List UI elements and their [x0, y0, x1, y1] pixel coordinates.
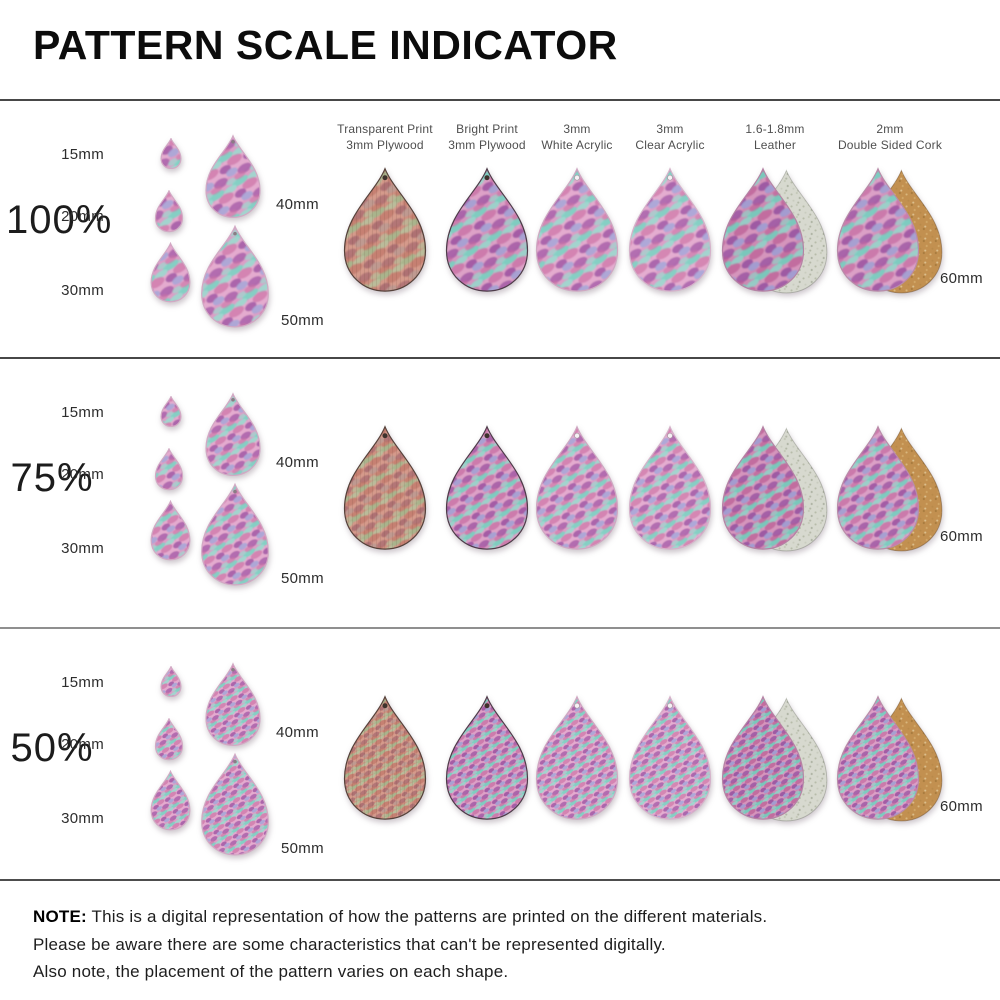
- teardrop-15mm: [160, 665, 182, 698]
- note-line-1: NOTE: This is a digital representation o…: [33, 905, 767, 930]
- teardrop-20mm: [154, 717, 184, 761]
- teardrop-60mm-transparent-plywood: [340, 166, 430, 294]
- size-label-20mm: 20mm: [61, 466, 104, 483]
- teardrop-60mm-cork: [833, 694, 946, 822]
- teardrop-60mm-transparent-plywood: [340, 424, 430, 552]
- teardrop-40mm: [203, 662, 263, 747]
- teardrop-60mm-leather: [718, 424, 831, 552]
- column-header-line1: 2mm: [876, 122, 904, 136]
- column-header-line2: Double Sided Cork: [837, 138, 943, 153]
- teardrop-20mm: [154, 447, 184, 491]
- column-header-line2: 3mm Plywood: [346, 138, 424, 153]
- note-line-3: Also note, the placement of the pattern …: [33, 962, 509, 982]
- size-label-40mm: 40mm: [276, 724, 319, 741]
- teardrop-20mm: [154, 189, 184, 233]
- teardrop-60mm-clear-acrylic: [625, 166, 715, 294]
- size-label-40mm: 40mm: [276, 454, 319, 471]
- teardrop-60mm-bright-plywood: [442, 694, 532, 822]
- teardrop-60mm-cork: [833, 424, 946, 552]
- scale-row-75: 75% 15mm 20mm 30mm 40mm 50mm 60mm: [0, 360, 1000, 628]
- note-text-1: This is a digital representation of how …: [91, 907, 768, 926]
- column-header-line1: Transparent Print: [337, 122, 433, 136]
- teardrop-60mm-white-acrylic: [532, 166, 622, 294]
- column-header-transparent-plywood: Transparent Print 3mm Plywood: [310, 121, 460, 153]
- column-header-line1: 3mm: [656, 122, 684, 136]
- teardrop-60mm-leather: [718, 694, 831, 822]
- teardrop-60mm-clear-acrylic: [625, 694, 715, 822]
- column-header-line1: 1.6-1.8mm: [745, 122, 805, 136]
- teardrop-60mm-clear-acrylic: [625, 424, 715, 552]
- note: NOTE: This is a digital representation o…: [33, 902, 767, 988]
- size-label-40mm: 40mm: [276, 196, 319, 213]
- teardrop-60mm-bright-plywood: [442, 424, 532, 552]
- size-label-60mm: 60mm: [940, 270, 983, 287]
- size-label-20mm: 20mm: [61, 208, 104, 225]
- column-header-line2: Clear Acrylic: [635, 138, 705, 153]
- teardrop-60mm-cork: [833, 166, 946, 294]
- teardrop-50mm: [198, 224, 272, 329]
- size-label-60mm: 60mm: [940, 798, 983, 815]
- column-header-line2: 3mm Plywood: [448, 138, 526, 153]
- size-label-20mm: 20mm: [61, 736, 104, 753]
- column-header-line1: 3mm: [563, 122, 591, 136]
- scale-label: 50%: [10, 726, 94, 770]
- teardrop-40mm: [203, 392, 263, 477]
- teardrop-30mm: [149, 769, 192, 831]
- teardrop-60mm-white-acrylic: [532, 694, 622, 822]
- teardrop-40mm: [203, 134, 263, 219]
- size-label-30mm: 30mm: [61, 540, 104, 557]
- column-header-leather: 1.6-1.8mm Leather: [700, 121, 850, 153]
- note-line-2: Please be aware there are some character…: [33, 934, 666, 954]
- size-label-60mm: 60mm: [940, 528, 983, 545]
- divider-row1-row2: [0, 357, 1000, 359]
- teardrop-60mm-white-acrylic: [532, 424, 622, 552]
- teardrop-15mm: [160, 395, 182, 428]
- divider-row2-row3: [0, 627, 1000, 629]
- column-header-bright-plywood: Bright Print 3mm Plywood: [412, 121, 562, 153]
- scale-row-100: 100% 15mm 20mm 30mm 40mm 50mm 60mm: [0, 102, 1000, 358]
- teardrop-50mm: [198, 482, 272, 587]
- column-header-white-acrylic: 3mm White Acrylic: [502, 121, 652, 153]
- teardrop-30mm: [149, 499, 192, 561]
- size-label-50mm: 50mm: [281, 840, 324, 857]
- column-header-cork: 2mm Double Sided Cork: [815, 121, 965, 153]
- size-label-15mm: 15mm: [61, 146, 104, 163]
- teardrop-60mm-leather: [718, 166, 831, 294]
- teardrop-15mm: [160, 137, 182, 170]
- teardrop-30mm: [149, 241, 192, 303]
- size-label-50mm: 50mm: [281, 570, 324, 587]
- column-header-line1: Bright Print: [456, 122, 518, 136]
- scale-label: 100%: [6, 198, 113, 242]
- size-label-30mm: 30mm: [61, 282, 104, 299]
- column-header-line2: White Acrylic: [541, 138, 613, 153]
- divider-bottom: [0, 879, 1000, 881]
- size-label-30mm: 30mm: [61, 810, 104, 827]
- note-prefix: NOTE:: [33, 907, 87, 926]
- teardrop-60mm-transparent-plywood: [340, 694, 430, 822]
- size-label-15mm: 15mm: [61, 674, 104, 691]
- teardrop-50mm: [198, 752, 272, 857]
- divider-top: [0, 99, 1000, 101]
- teardrop-60mm-bright-plywood: [442, 166, 532, 294]
- size-label-15mm: 15mm: [61, 404, 104, 421]
- scale-label: 75%: [10, 456, 94, 500]
- scale-row-50: 50% 15mm 20mm 30mm 40mm 50mm 60mm: [0, 630, 1000, 878]
- column-header-clear-acrylic: 3mm Clear Acrylic: [595, 121, 745, 153]
- size-label-50mm: 50mm: [281, 312, 324, 329]
- column-header-line2: Leather: [753, 138, 797, 153]
- page-title: PATTERN SCALE INDICATOR: [33, 22, 618, 68]
